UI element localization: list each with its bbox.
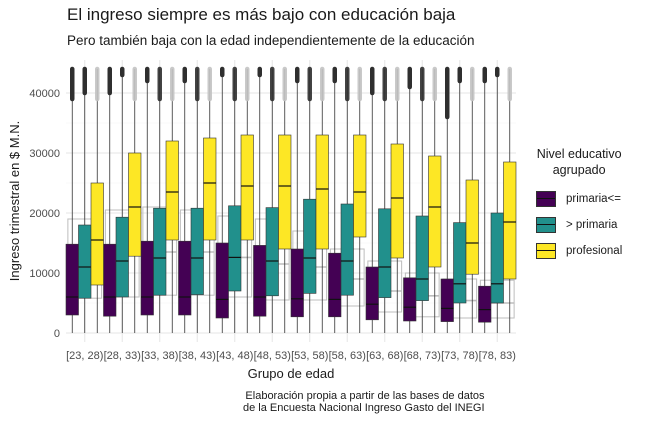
box bbox=[103, 243, 117, 317]
x-tick-label: [28, 33) bbox=[104, 350, 141, 362]
x-tick-label: [48, 53) bbox=[254, 350, 291, 362]
box bbox=[403, 277, 417, 322]
x-tick-label: [33, 38) bbox=[141, 350, 178, 362]
x-tick-label: [73, 78) bbox=[441, 350, 478, 362]
box bbox=[315, 134, 329, 250]
x-axis-title: Grupo de edad bbox=[248, 366, 335, 381]
box bbox=[190, 207, 204, 295]
caption: Elaboración propia a partir de las bases… bbox=[243, 390, 485, 414]
x-tick-label: [23, 28) bbox=[66, 350, 103, 362]
legend-label-mas-primaria: > primaria bbox=[566, 219, 618, 231]
box bbox=[65, 243, 79, 316]
box bbox=[215, 242, 229, 319]
box bbox=[390, 143, 404, 259]
y-tick-label: 40000 bbox=[29, 88, 60, 100]
box bbox=[115, 216, 129, 298]
y-tick-label: 30000 bbox=[29, 148, 60, 160]
legend-item-mas-primaria: > primaria bbox=[536, 212, 622, 238]
box bbox=[328, 252, 342, 318]
box bbox=[303, 198, 317, 294]
x-tick-label: [78, 83) bbox=[479, 350, 516, 362]
box bbox=[128, 152, 142, 257]
y-axis-title: Ingreso trimestral en $ M.N. bbox=[7, 121, 22, 281]
legend-title-line-2: agrupado bbox=[552, 163, 606, 177]
legend-key-mas-primaria bbox=[536, 217, 556, 233]
y-tick-label: 10000 bbox=[29, 268, 60, 280]
chart-title: El ingreso siempre es más bajo con educa… bbox=[67, 5, 456, 24]
caption-line-2: de la Encuesta Nacional Ingreso Gasto de… bbox=[243, 402, 485, 414]
box bbox=[478, 285, 492, 323]
box bbox=[78, 224, 92, 299]
legend-key-profesional bbox=[536, 243, 556, 259]
box bbox=[453, 222, 467, 304]
box bbox=[253, 245, 267, 317]
box bbox=[415, 215, 429, 301]
box bbox=[378, 208, 392, 298]
box bbox=[490, 212, 504, 304]
box bbox=[428, 155, 442, 268]
legend-key-primaria bbox=[536, 191, 556, 207]
box bbox=[165, 140, 179, 241]
legend-item-primaria: primaria<= bbox=[536, 186, 622, 212]
x-tick-label: [63, 68) bbox=[366, 350, 403, 362]
legend-title: Nivel educativo agrupado bbox=[536, 146, 622, 178]
box bbox=[153, 207, 167, 296]
box bbox=[140, 240, 154, 316]
legend: Nivel educativo agrupado primaria<= > pr… bbox=[536, 146, 622, 264]
y-tick-label: 0 bbox=[54, 328, 60, 340]
x-tick-label: [38, 43) bbox=[179, 350, 216, 362]
box bbox=[203, 137, 217, 241]
y-tick-label: 20000 bbox=[29, 208, 60, 220]
box bbox=[353, 134, 367, 238]
chart-subtitle: Pero también baja con la edad independie… bbox=[67, 33, 475, 48]
x-tick-label: [58, 63) bbox=[329, 350, 366, 362]
x-tick-label: [68, 73) bbox=[404, 350, 441, 362]
legend-item-profesional: profesional bbox=[536, 238, 622, 264]
caption-line-1: Elaboración propia a partir de las bases… bbox=[245, 390, 485, 402]
box bbox=[440, 278, 454, 322]
box bbox=[340, 203, 354, 296]
box bbox=[90, 182, 104, 286]
legend-title-line-1: Nivel educativo bbox=[536, 147, 622, 161]
box bbox=[503, 161, 517, 280]
legend-label-primaria: primaria<= bbox=[566, 193, 621, 205]
legend-label-profesional: profesional bbox=[566, 245, 623, 257]
x-tick-label: [53, 58) bbox=[291, 350, 328, 362]
box bbox=[228, 205, 242, 292]
box bbox=[278, 134, 292, 250]
box bbox=[365, 266, 379, 321]
box bbox=[465, 179, 479, 275]
box bbox=[240, 134, 254, 241]
box bbox=[178, 240, 192, 316]
x-tick-label: [43, 48) bbox=[216, 350, 253, 362]
box bbox=[265, 207, 279, 297]
box bbox=[290, 248, 304, 318]
